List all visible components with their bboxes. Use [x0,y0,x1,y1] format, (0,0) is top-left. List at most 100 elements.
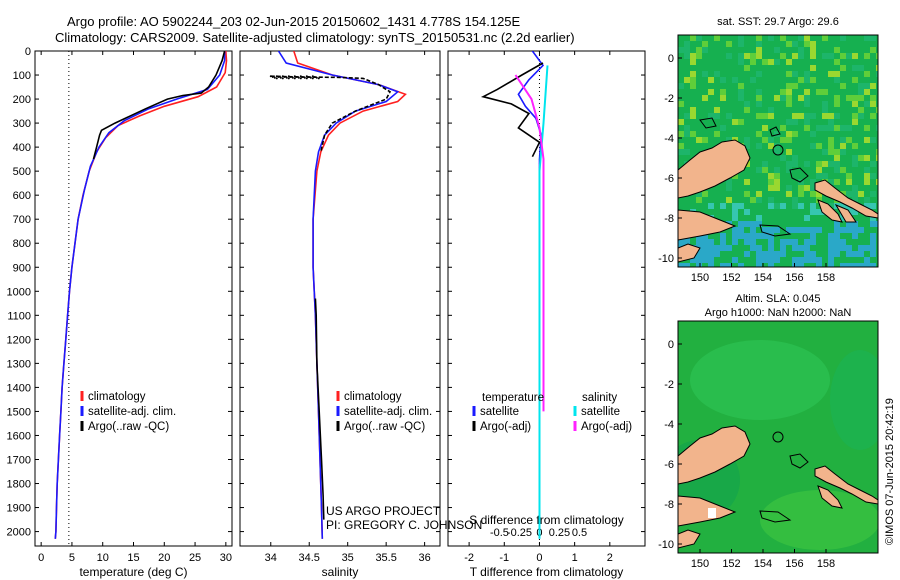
sst-pixel [876,149,878,155]
argo-dot [283,76,286,78]
sst-pixel [870,161,876,167]
sst-pixel [720,89,726,95]
sst-pixel [852,113,858,119]
sst-pixel [786,191,792,197]
legend-label: climatology [88,391,146,403]
sla-map-title-2: Argo h1000: NaN h2000: NaN [705,307,852,319]
sst-pixel [858,155,864,161]
sst-pixel [786,95,792,101]
sst-pixel [696,263,702,267]
sst-pixel [840,215,846,221]
sst-pixel [792,161,798,167]
temperature-xtick-label: 30 [220,552,232,564]
sst-pixel [864,197,870,203]
salinity-line-2 [270,75,392,153]
sst-pixel [702,47,708,53]
sst-pixel [690,35,696,41]
sst-pixel [810,41,816,47]
sst-pixel [846,137,852,143]
sst-pixel [810,143,816,149]
sst-pixel [750,239,756,245]
sst-pixel [828,137,834,143]
sst-pixel [774,179,780,185]
sst-pixel [792,245,798,251]
map-xtick-label: 150 [691,558,709,570]
sst-pixel [846,179,852,185]
argo-dot [299,75,302,78]
map-ytick-label: -8 [664,213,674,225]
sst-pixel [786,101,792,107]
sst-pixel [870,173,876,179]
sst-pixel [678,239,684,245]
sst-pixel [858,89,864,95]
sst-pixel [732,233,738,239]
sst-pixel [762,167,768,173]
sst-pixel [798,203,804,209]
sst-pixel [804,41,810,47]
map-xtick-label: 150 [691,272,709,284]
sst-pixel [768,251,774,257]
sst-pixel [684,77,690,83]
sst-pixel [702,71,708,77]
sst-pixel [768,173,774,179]
sst-pixel [834,101,840,107]
sst-pixel [726,179,732,185]
sst-pixel [762,257,768,263]
sla-map-ticks: 150 152 154 156 158 0 -2 -4 -6 -8 -10 [658,339,835,570]
s-diff-tick-label: 0.25 [549,527,570,539]
sst-pixel [798,77,804,83]
sst-pixel [756,143,762,149]
sst-pixel [852,65,858,71]
sst-pixel [792,227,798,233]
sst-pixel [828,71,834,77]
depth-tick-label: 900 [13,262,31,274]
sst-pixel [858,245,864,251]
sst-pixel [732,257,738,263]
argo-dot [309,76,312,79]
sst-pixel [840,203,846,209]
sst-pixel [864,35,870,41]
sst-pixel [834,113,840,119]
argo-dot [287,75,290,78]
new-britain-land [814,179,878,219]
argo-dot [303,76,306,79]
sst-pixel [792,257,798,263]
sst-pixel [714,245,720,251]
sst-pixel [798,191,804,197]
sst-pixel [774,185,780,191]
sst-pixel [828,257,834,263]
depth-tick-label: 100 [13,70,31,82]
sst-pixel [792,41,798,47]
sst-pixel [726,197,732,203]
sst-pixel [696,137,702,143]
sst-pixel [792,53,798,59]
sst-pixel [858,95,864,101]
sst-pixel [786,59,792,65]
sst-pixel [744,143,750,149]
sst-pixel [684,263,690,267]
sst-pixel [864,71,870,77]
depth-tick-label: 800 [13,238,31,250]
sst-pixel [816,125,822,131]
island-outline-2a [789,453,809,469]
sst-pixel [786,41,792,47]
argo-dot [287,77,290,80]
sst-pixel [750,245,756,251]
sst-pixel [768,203,774,209]
sst-pixel [876,65,878,71]
sst-pixel [798,113,804,119]
sst-pixel [690,53,696,59]
sst-pixel [864,179,870,185]
sst-pixel [828,203,834,209]
map-ytick-label: -8 [664,499,674,511]
legend-label: Argo(..raw -QC) [88,421,169,433]
sst-pixel [714,35,720,41]
sst-pixel [756,263,762,267]
sst-pixel [690,83,696,89]
sst-pixel [750,77,756,83]
sst-pixel [768,137,774,143]
sst-pixel [786,131,792,137]
sst-pixel [714,71,720,77]
s-diff-label: S difference from climatology [469,513,624,527]
sst-pixel [804,257,810,263]
